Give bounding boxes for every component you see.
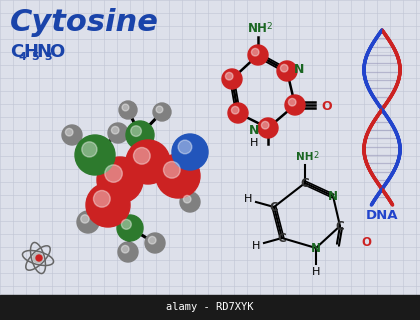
Text: 5: 5: [31, 52, 39, 62]
Text: 2: 2: [313, 150, 318, 159]
Circle shape: [131, 126, 142, 136]
Circle shape: [75, 135, 115, 175]
Circle shape: [121, 245, 129, 253]
Circle shape: [172, 134, 208, 170]
Circle shape: [134, 148, 150, 164]
Text: N: N: [311, 242, 321, 254]
Text: 3: 3: [44, 52, 52, 62]
Circle shape: [82, 142, 97, 157]
Circle shape: [119, 101, 137, 119]
Text: C: C: [10, 43, 23, 61]
Circle shape: [252, 48, 259, 56]
Text: Cytosine: Cytosine: [10, 7, 159, 36]
Circle shape: [180, 192, 200, 212]
Circle shape: [184, 196, 191, 203]
Circle shape: [33, 253, 43, 263]
Circle shape: [66, 128, 73, 136]
Text: 2: 2: [266, 21, 272, 30]
Circle shape: [153, 103, 171, 121]
Text: N: N: [294, 62, 304, 76]
Text: N: N: [36, 43, 51, 61]
Text: N: N: [328, 189, 338, 203]
Circle shape: [36, 255, 42, 261]
Circle shape: [122, 104, 129, 111]
Circle shape: [126, 121, 154, 149]
Text: H: H: [312, 267, 320, 277]
Text: H: H: [250, 138, 258, 148]
Circle shape: [77, 211, 99, 233]
Text: N: N: [249, 124, 259, 137]
Bar: [0, 295, 420, 320]
Circle shape: [81, 215, 89, 223]
Text: O: O: [322, 100, 332, 113]
Circle shape: [86, 183, 130, 227]
Text: 4: 4: [18, 52, 26, 62]
Circle shape: [126, 140, 170, 184]
Text: H: H: [23, 43, 38, 61]
Circle shape: [156, 154, 200, 198]
Circle shape: [248, 45, 268, 65]
Text: H: H: [252, 241, 260, 251]
Circle shape: [62, 125, 82, 145]
Circle shape: [156, 106, 163, 113]
Circle shape: [222, 69, 242, 89]
Text: H: H: [244, 194, 252, 204]
Circle shape: [281, 64, 288, 72]
Text: O: O: [361, 236, 371, 249]
Circle shape: [261, 121, 269, 129]
Circle shape: [163, 162, 180, 178]
Text: C: C: [301, 177, 310, 189]
Text: C: C: [336, 220, 344, 233]
Circle shape: [148, 236, 156, 244]
Circle shape: [228, 103, 248, 123]
Circle shape: [226, 72, 233, 80]
Circle shape: [118, 242, 138, 262]
Circle shape: [94, 190, 110, 207]
Text: NH: NH: [296, 152, 314, 162]
Text: alamy - RD7XYK: alamy - RD7XYK: [166, 302, 254, 312]
Circle shape: [178, 140, 192, 154]
Circle shape: [289, 99, 296, 106]
Circle shape: [108, 123, 128, 143]
Circle shape: [231, 106, 239, 114]
Circle shape: [277, 61, 297, 81]
Circle shape: [145, 233, 165, 253]
Circle shape: [111, 126, 119, 134]
Circle shape: [258, 118, 278, 138]
Circle shape: [285, 95, 305, 115]
Text: C: C: [278, 231, 286, 244]
Circle shape: [121, 220, 131, 229]
Text: NH: NH: [248, 21, 268, 35]
Circle shape: [97, 157, 143, 203]
Text: O: O: [49, 43, 64, 61]
Text: DNA: DNA: [366, 209, 398, 221]
Circle shape: [105, 165, 122, 182]
Circle shape: [117, 215, 143, 241]
Text: C: C: [270, 201, 278, 213]
